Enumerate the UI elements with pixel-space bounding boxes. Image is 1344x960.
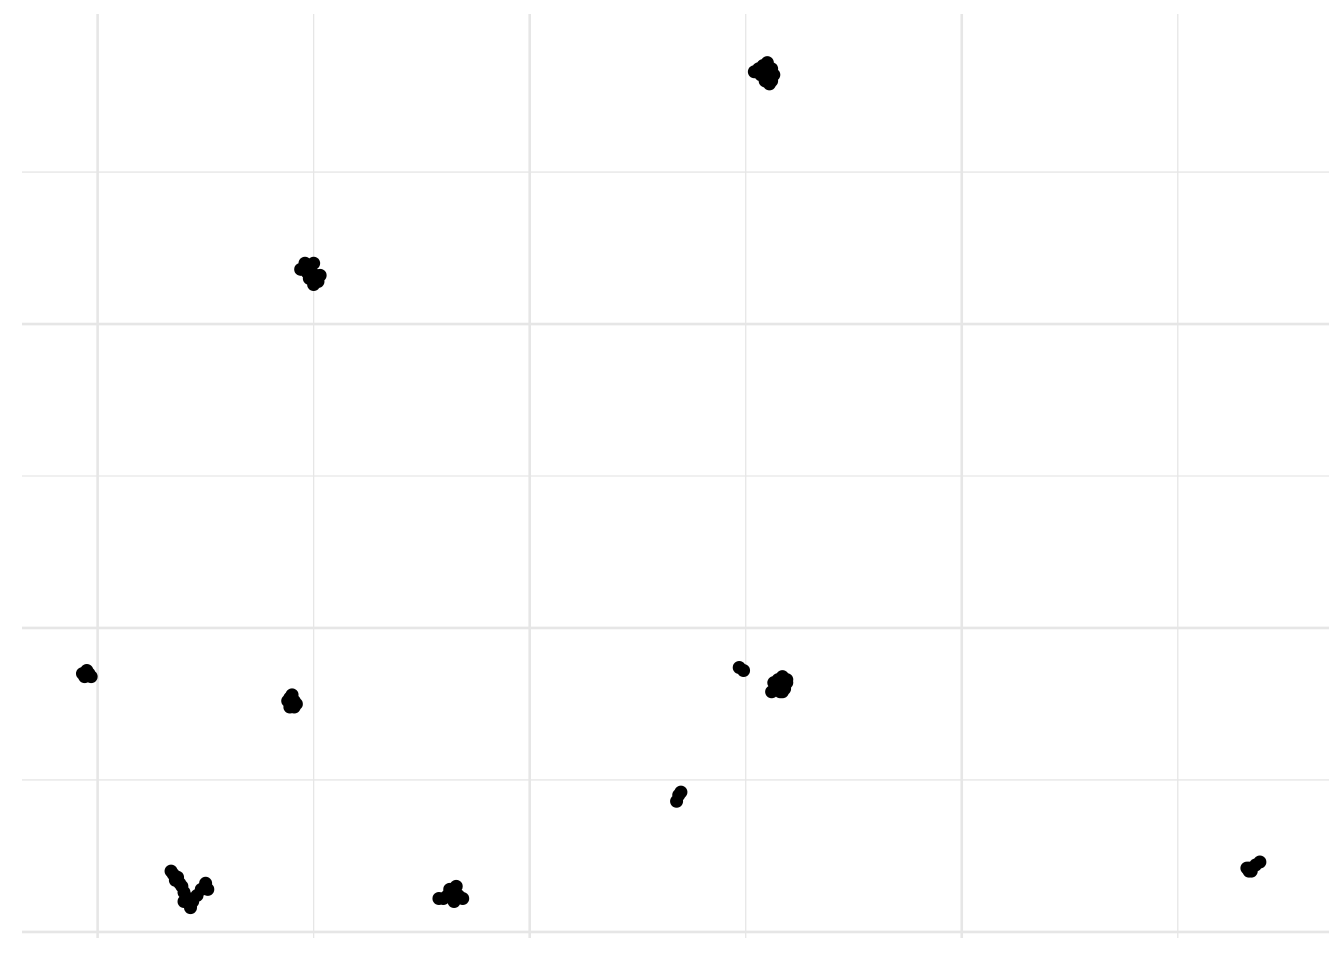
scatter-point	[737, 664, 751, 678]
scatter-point	[313, 268, 327, 282]
scatter-point	[750, 65, 764, 79]
scatter-point	[307, 256, 321, 270]
scatter-point	[300, 265, 314, 279]
scatter-point	[287, 700, 301, 714]
scatter-point	[177, 895, 191, 909]
scatter-point	[168, 873, 182, 887]
data-points	[75, 56, 1267, 915]
scatter-point	[1253, 855, 1267, 869]
scatter-point	[674, 785, 688, 799]
scatter-point	[765, 74, 779, 88]
scatter-point	[1242, 861, 1256, 875]
grid-lines	[22, 14, 1329, 938]
scatter-point	[201, 882, 215, 896]
scatter-point	[78, 670, 92, 684]
scatter-point	[771, 679, 785, 693]
scatter-point	[445, 885, 459, 899]
